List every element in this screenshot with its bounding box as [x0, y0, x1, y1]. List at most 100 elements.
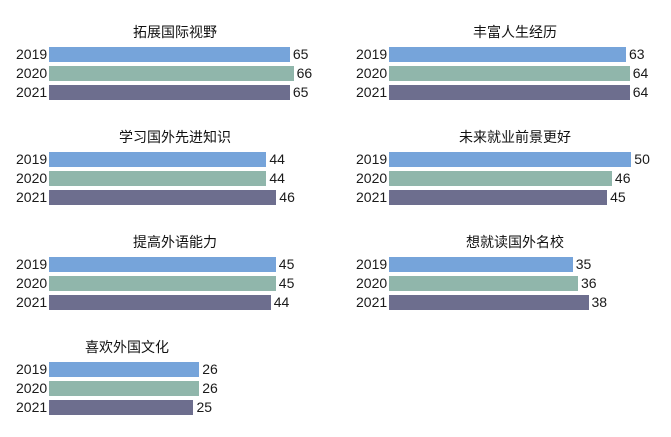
- year-label: 2021: [16, 399, 48, 415]
- bar-track: 64: [389, 85, 648, 100]
- value-label: 50: [634, 151, 650, 167]
- chart-title: 未来就业前景更好: [459, 129, 571, 145]
- bar-rows: 2019 45 2020 45 2021 44: [16, 257, 340, 310]
- value-label: 45: [278, 256, 295, 272]
- value-label: 38: [591, 294, 608, 310]
- value-label: 65: [292, 84, 309, 100]
- bar: [49, 295, 271, 310]
- bar-track: 46: [389, 171, 641, 186]
- bar: [389, 171, 612, 186]
- bar-track: 66: [49, 66, 312, 81]
- bar: [389, 257, 573, 272]
- bar-track: 63: [389, 47, 645, 62]
- year-label: 2019: [356, 151, 388, 167]
- year-label: 2021: [16, 189, 48, 205]
- value-label: 46: [279, 189, 295, 205]
- bar: [49, 47, 290, 62]
- year-label: 2020: [356, 65, 388, 81]
- value-label: 25: [196, 399, 213, 415]
- bar-row: 2021 65: [16, 85, 340, 100]
- value-label: 45: [610, 189, 626, 205]
- value-label: 66: [296, 65, 313, 81]
- bar-track: 46: [49, 190, 301, 205]
- value-label: 36: [581, 275, 597, 291]
- year-label: 2021: [356, 189, 388, 205]
- bar-track: 50: [389, 152, 650, 167]
- bar-row: 2020 36: [356, 276, 671, 291]
- bar-track: 65: [49, 85, 308, 100]
- value-label: 44: [269, 170, 285, 186]
- bar-rows: 2019 26 2020 26 2021 25: [16, 362, 340, 415]
- bar-row: 2021 46: [16, 190, 340, 205]
- year-label: 2019: [16, 151, 48, 167]
- bar-track: 45: [389, 190, 641, 205]
- value-label: 44: [269, 151, 285, 167]
- year-label: 2020: [356, 170, 388, 186]
- bar-row: 2019 50: [356, 152, 671, 167]
- bar: [389, 66, 630, 81]
- bar-row: 2021 45: [356, 190, 671, 205]
- bar-chart: 学习国外先进知识 2019 44 2020 44 2021 46: [0, 117, 340, 222]
- value-label: 26: [202, 380, 218, 396]
- value-label: 64: [632, 65, 649, 81]
- bar-row: 2020 64: [356, 66, 671, 81]
- bar: [49, 257, 276, 272]
- bar-row: 2019 35: [356, 257, 671, 272]
- year-label: 2021: [16, 294, 48, 310]
- year-label: 2019: [356, 256, 388, 272]
- bar-row: 2020 66: [16, 66, 340, 81]
- bar: [49, 276, 276, 291]
- year-label: 2019: [356, 46, 388, 62]
- bar-track: 35: [389, 257, 641, 272]
- bar-row: 2021 25: [16, 400, 340, 415]
- year-label: 2020: [16, 380, 48, 396]
- bar: [49, 190, 277, 205]
- bar-track: 44: [49, 152, 301, 167]
- bar-row: 2019 45: [16, 257, 340, 272]
- bar: [389, 295, 589, 310]
- value-label: 26: [202, 361, 218, 377]
- bar-track: 45: [49, 257, 301, 272]
- year-label: 2021: [356, 294, 388, 310]
- year-label: 2019: [16, 256, 48, 272]
- value-label: 35: [575, 256, 592, 272]
- bar: [389, 47, 626, 62]
- bar-track: 26: [49, 362, 218, 377]
- year-label: 2020: [16, 65, 48, 81]
- bar-track: 36: [389, 276, 641, 291]
- bar-row: 2019 65: [16, 47, 340, 62]
- bar-rows: 2019 63 2020 64 2021 64: [356, 47, 671, 100]
- bar-row: 2020 44: [16, 171, 340, 186]
- bar: [389, 152, 632, 167]
- bar-row: 2021 44: [16, 295, 340, 310]
- bar-chart: 未来就业前景更好 2019 50 2020 46 2021 45: [340, 117, 671, 222]
- value-label: 65: [292, 46, 309, 62]
- bar-chart: 喜欢外国文化 2019 26 2020 26 2021 25: [0, 327, 340, 432]
- chart-title: 丰富人生经历: [473, 24, 557, 40]
- bar-track: 65: [49, 47, 308, 62]
- bar: [389, 85, 630, 100]
- bar-chart: 想就读国外名校 2019 35 2020 36 2021 38: [340, 222, 671, 327]
- bar-chart: 拓展国际视野 2019 65 2020 66 2021 65: [0, 12, 340, 117]
- year-label: 2020: [16, 275, 48, 291]
- bar-track: 26: [49, 381, 218, 396]
- bar: [49, 400, 194, 415]
- year-label: 2021: [16, 84, 48, 100]
- bar-rows: 2019 44 2020 44 2021 46: [16, 152, 340, 205]
- bar-track: 44: [49, 171, 301, 186]
- chart-title: 拓展国际视野: [133, 24, 217, 40]
- bar-rows: 2019 50 2020 46 2021 45: [356, 152, 671, 205]
- value-label: 46: [614, 170, 631, 186]
- bar-chart: 提高外语能力 2019 45 2020 45 2021 44: [0, 222, 340, 327]
- bar-row: 2019 26: [16, 362, 340, 377]
- year-label: 2020: [16, 170, 48, 186]
- bar: [49, 381, 200, 396]
- bar-track: 38: [389, 295, 641, 310]
- bar-track: 25: [49, 400, 212, 415]
- bar-row: 2019 44: [16, 152, 340, 167]
- value-label: 64: [632, 84, 649, 100]
- bar: [389, 276, 578, 291]
- bar: [49, 152, 267, 167]
